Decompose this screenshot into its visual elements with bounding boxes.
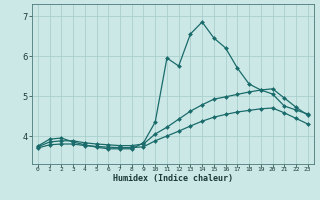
X-axis label: Humidex (Indice chaleur): Humidex (Indice chaleur) [113, 174, 233, 183]
